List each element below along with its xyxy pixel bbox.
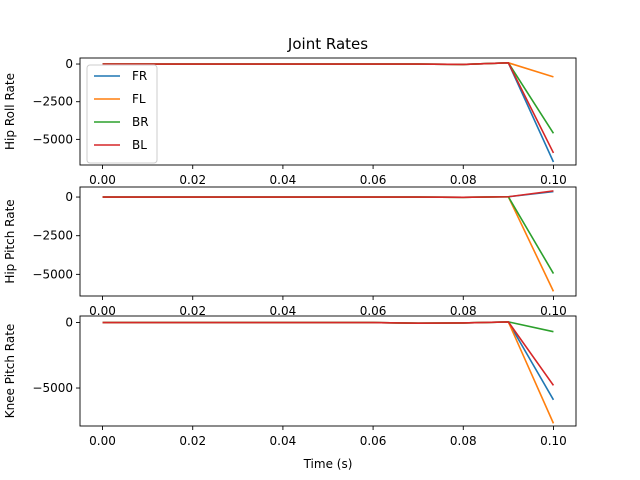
y-tick-label: 0 (65, 57, 73, 71)
axes-frame (79, 186, 577, 297)
subplot-2: 0.00 0.02 0.04 0.06 0.08 0.10 0 −2500 −5000 Hip P… (3, 186, 577, 318)
y-axis-label: Hip Pitch Rate (3, 199, 17, 283)
x-tick-label: 0.10 (540, 173, 567, 187)
subplots: 0.00 0.02 0.04 0.06 0.08 0.10 0 −2500 −5000 Hip R… (3, 57, 577, 448)
legend-box (86, 64, 158, 164)
y-axis-label: Hip Roll Rate (3, 73, 17, 150)
y-tick-label: −5000 (32, 267, 73, 281)
x-tick-label: 0.08 (450, 434, 477, 448)
x-tick-label: 0.10 (540, 434, 567, 448)
series-line-bl (102, 321, 555, 386)
legend: FR FL BR BL (86, 64, 158, 164)
subplot-3: 0.00 0.02 0.04 0.06 0.08 0.10 0 −5000 Knee Pitch… (3, 315, 577, 448)
legend-label-br: BR (132, 115, 149, 129)
x-tick-label: 0.04 (270, 434, 297, 448)
x-tick-label: 0.08 (450, 173, 477, 187)
x-tick-label: 0.02 (179, 304, 206, 318)
axes-frame (79, 315, 577, 427)
axes-frame (79, 57, 577, 166)
x-tick-label: 0.06 (360, 434, 387, 448)
x-tick-label: 0.06 (360, 173, 387, 187)
y-tick-label: −2500 (32, 229, 73, 243)
y-tick-label: −5000 (32, 132, 73, 146)
y-tick-label: −2500 (32, 95, 73, 109)
legend-label-fl: FL (132, 92, 146, 106)
subplot-1: 0.00 0.02 0.04 0.06 0.08 0.10 0 −2500 −5000 Hip R… (3, 57, 577, 187)
x-tick-label: 0.06 (360, 304, 387, 318)
chart-title: Joint Rates (287, 35, 368, 53)
x-tick-label: 0.00 (89, 434, 116, 448)
y-tick-label: 0 (65, 316, 73, 330)
x-tick-label: 0.08 (450, 304, 477, 318)
x-axis-label: Time (s) (303, 457, 353, 471)
series-line-bl (102, 62, 555, 154)
y-tick-label: −5000 (32, 381, 73, 395)
x-tick-label: 0.00 (89, 304, 116, 318)
x-tick-label: 0.02 (179, 173, 206, 187)
x-tick-label: 0.04 (270, 304, 297, 318)
x-tick-label: 0.10 (540, 304, 567, 318)
y-axis-label: Knee Pitch Rate (3, 324, 17, 419)
x-tick-label: 0.04 (270, 173, 297, 187)
x-tick-label: 0.00 (89, 173, 116, 187)
y-tick-label: 0 (65, 190, 73, 204)
x-tick-label: 0.02 (179, 434, 206, 448)
legend-label-fr: FR (132, 69, 147, 83)
legend-label-bl: BL (132, 138, 147, 152)
series-line-bl (102, 190, 554, 199)
